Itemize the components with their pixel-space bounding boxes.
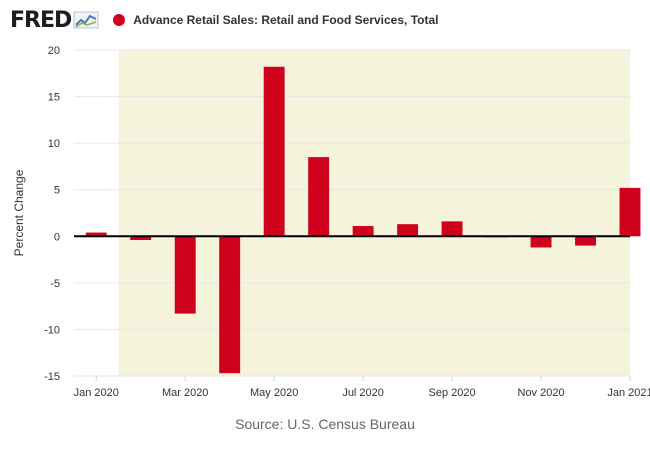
x-axis-ticks: Jan 2020 Mar 2020 May 2020 Jul 2020 Sep 2020… bbox=[74, 376, 650, 399]
x-tick-label: Jan 2021 bbox=[607, 387, 650, 399]
fred-logo[interactable]: FRED bbox=[10, 7, 72, 33]
chart-header: FRED Advance Retail Sales: Retail and Fo… bbox=[10, 6, 438, 34]
y-tick-label: -15 bbox=[44, 371, 60, 383]
bar-2020-03[interactable] bbox=[174, 236, 196, 314]
y-tick-label: -5 bbox=[50, 278, 60, 290]
legend-marker bbox=[113, 14, 126, 26]
x-tick-label: Sep 2020 bbox=[429, 387, 476, 399]
chart-title: Advance Retail Sales: Retail and Food Se… bbox=[133, 13, 439, 27]
y-tick-label: 0 bbox=[54, 231, 60, 243]
y-tick-label: 10 bbox=[48, 138, 60, 150]
y-tick-label: 15 bbox=[48, 92, 60, 104]
y-tick-label: 20 bbox=[48, 45, 60, 57]
chart-line-icon bbox=[73, 11, 99, 29]
y-tick-label: -10 bbox=[44, 324, 60, 336]
y-tick-label: 5 bbox=[54, 185, 60, 197]
y-axis-ticks: -15 -10 -5 0 5 10 15 20 bbox=[44, 45, 60, 383]
bar-2020-06[interactable] bbox=[308, 157, 330, 237]
bars bbox=[85, 66, 641, 374]
recession-area bbox=[118, 50, 630, 376]
bar-2020-11[interactable] bbox=[530, 236, 552, 248]
x-tick-label: Nov 2020 bbox=[517, 387, 564, 399]
x-tick-label: Jan 2020 bbox=[74, 387, 119, 399]
bar-2020-12[interactable] bbox=[575, 236, 596, 246]
x-tick-label: Jul 2020 bbox=[342, 387, 384, 399]
x-tick-label: May 2020 bbox=[250, 387, 298, 399]
source-note: Source: U.S. Census Bureau bbox=[235, 416, 415, 432]
gridlines bbox=[74, 49, 630, 377]
y-axis-label: Percent Change bbox=[12, 169, 26, 256]
bar-chart: -15 -10 -5 0 5 10 15 20 Jan 2020 Mar 2020 May 202… bbox=[12, 45, 650, 399]
x-tick-label: Mar 2020 bbox=[162, 387, 208, 399]
recession-shading bbox=[118, 50, 630, 376]
bar-2020-02[interactable] bbox=[130, 236, 152, 241]
bar-2020-01[interactable] bbox=[85, 232, 107, 237]
bar-2020-07[interactable] bbox=[352, 226, 374, 237]
bar-2020-05[interactable] bbox=[263, 66, 285, 237]
bar-2020-04[interactable] bbox=[219, 236, 241, 374]
bar-2020-09[interactable] bbox=[441, 221, 463, 237]
bar-2021-01[interactable] bbox=[619, 187, 641, 237]
bar-2020-08[interactable] bbox=[397, 224, 419, 237]
